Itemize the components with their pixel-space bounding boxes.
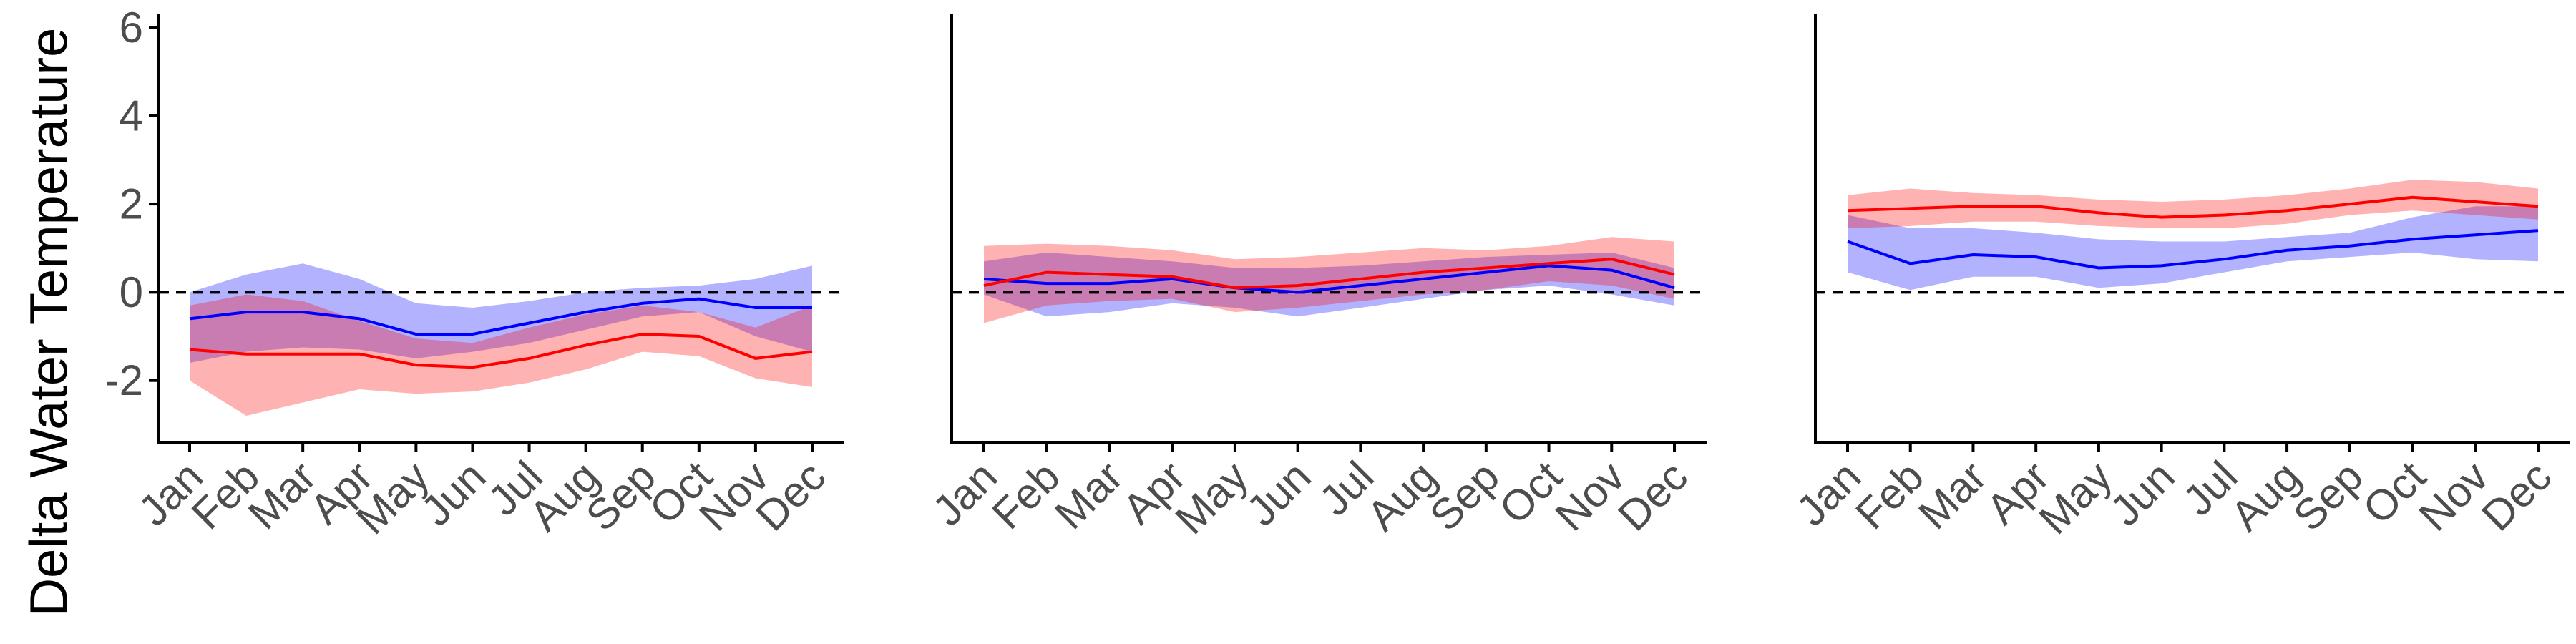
x-tick-label: Jun — [2101, 452, 2184, 535]
series-line-blue — [1847, 229, 2539, 270]
panel-left: JanFebMarAprMayJunJulAugSepOctNovDec-202… — [105, 4, 844, 543]
confidence-band-red — [984, 237, 1674, 323]
x-tick-label: Dec — [746, 452, 834, 540]
y-tick-label: 2 — [119, 180, 143, 228]
y-tick-label: 6 — [119, 4, 143, 52]
confidence-band-blue — [190, 263, 812, 363]
y-tick-label: 4 — [119, 92, 143, 140]
confidence-band-blue — [1848, 206, 2538, 291]
confidence-band-blue — [984, 252, 1674, 317]
series-line-red — [983, 258, 1675, 290]
y-axis-title: Delta Water Temperature — [19, 28, 79, 617]
y-tick-label: -2 — [105, 356, 143, 404]
series-line-red — [1847, 195, 2539, 219]
series-line-blue — [983, 264, 1675, 294]
y-tick-label: 0 — [119, 268, 143, 316]
series-line-red — [189, 332, 813, 369]
x-tick-label: Dec — [2472, 452, 2560, 540]
confidence-band-red — [1848, 180, 2538, 228]
series-line-blue — [189, 297, 812, 336]
confidence-band-red — [190, 294, 812, 416]
x-tick-label: Jun — [1237, 452, 1320, 535]
x-tick-label: Dec — [1609, 452, 1697, 540]
